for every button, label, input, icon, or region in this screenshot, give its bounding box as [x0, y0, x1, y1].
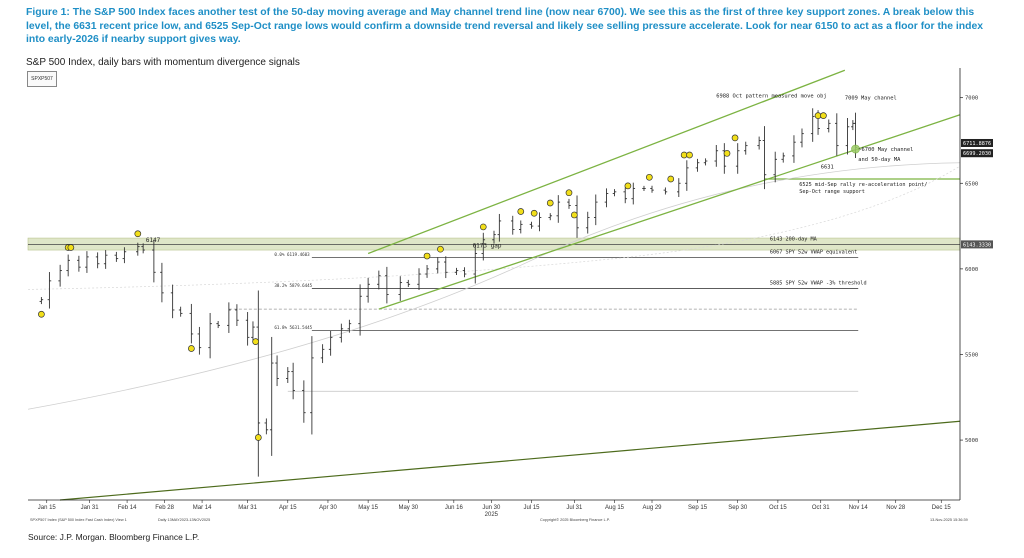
level-tag-5885: 38.2% 5879.6445 [274, 283, 312, 288]
momentum-signal-dot [645, 173, 653, 181]
chart-subtitle: S&P 500 Index, daily bars with momentum … [26, 57, 300, 68]
x-tick-label: Jul 31 [566, 505, 583, 511]
level-tag-5640: 61.8% 5631.5445 [274, 325, 312, 330]
momentum-signal-dot [723, 149, 731, 157]
level-label-5885: 5885 SPY 52w VWAP -3% threshold [770, 281, 867, 287]
x-tick-label: May 15 [358, 505, 378, 511]
x-tick-label: Feb 14 [118, 505, 137, 511]
x-tick-label: Sep 30 [728, 505, 748, 511]
momentum-signal-dot [820, 112, 827, 120]
x-tick-label: Jan 15 [38, 505, 57, 511]
axis-tag-box [961, 240, 993, 249]
y-tick-label: 6000 [965, 267, 978, 273]
x-tick-label: Oct 15 [769, 505, 787, 511]
annotation-6: 6147 [146, 237, 161, 244]
bbg-footer-right: 13-Nov-2025 15:36:39 [930, 518, 968, 522]
momentum-signal-dot [731, 134, 739, 142]
momentum-signal-dot [67, 244, 75, 251]
axis-tag-label: 6699.2030 [963, 151, 991, 157]
annotation-0: 6988 Oct pattern measured move obj [716, 94, 826, 100]
long-term-trend-line [59, 420, 961, 501]
figure-caption: Figure 1: The S&P 500 Index faces anothe… [26, 7, 984, 46]
x-tick-label: Mar 31 [238, 505, 257, 511]
bbg-footer-center: Copyright© 2025 Bloomberg Finance L.P. [540, 518, 610, 522]
momentum-signal-dot [530, 209, 538, 217]
y-tick-label: 7000 [965, 96, 978, 102]
ohlc-bars-layer [39, 108, 858, 477]
momentum-signal-dot [254, 434, 262, 441]
x-tick-label: Jan 31 [81, 505, 100, 511]
momentum-signal-dot [570, 211, 578, 219]
momentum-signal-dot [686, 151, 693, 159]
x-tick-label: Nov 14 [849, 505, 869, 511]
x-tick-label: Apr 15 [279, 505, 297, 511]
x-tick-label: Sep 15 [688, 505, 708, 511]
source-note: Source: J.P. Morgan. Bloomberg Finance L… [28, 532, 200, 542]
momentum-signal-dot [38, 310, 45, 318]
momentum-signal-dot [479, 223, 487, 231]
x-tick-label: Dec 15 [932, 505, 952, 511]
y-tick-label: 5500 [965, 352, 978, 358]
x-tick-label: Jun 30 [482, 505, 501, 511]
momentum-signal-dot [134, 230, 142, 238]
level-label-6067: 6067 SPY 52w VWAP equivalent [770, 249, 857, 255]
x-tick-label: Aug 15 [605, 505, 625, 511]
momentum-signal-dot [188, 345, 195, 352]
x-tick-label: Apr 30 [319, 505, 337, 511]
momentum-signal-dot [423, 252, 431, 260]
x-tick-label: Feb 28 [155, 505, 174, 511]
level-label-6143: 6143 200-day MA [770, 236, 818, 242]
upper-channel-line [367, 69, 846, 255]
x-tick-label: Mar 14 [193, 505, 212, 511]
spx-chart: 0.0% 6119.4603 38.2% 5879.6445 61.8% 5631.… [27, 68, 993, 522]
momentum-signal-dot [546, 199, 554, 207]
axis-tag-label: 6711.8876 [963, 141, 991, 147]
momentum-signal-dot [252, 338, 259, 345]
ticker-box: SPXP507 [27, 71, 57, 87]
momentum-signals-layer [38, 112, 860, 441]
level-label-6525: 6525 mid-Sep rally re-acceleration point… [799, 182, 927, 188]
support-test-marker [851, 144, 860, 154]
momentum-signal-dot [437, 245, 444, 253]
y-tick-label: 5000 [965, 438, 978, 444]
x-tick-label: Oct 31 [812, 505, 830, 511]
axis-tag-box [961, 138, 993, 147]
axis-tag-box [961, 149, 993, 158]
annotations-layer: 6525 mid-Sep rally re-acceleration point… [146, 94, 928, 287]
x-tick-label: Jun 16 [445, 505, 464, 511]
annotation-2: ~6700 May channel [858, 147, 913, 153]
x-year-label: 2025 [485, 512, 499, 518]
axes-layer: 5000 5500 6000 6500 7000 Jan 15 Jan 31 Feb 14 Fe… [28, 68, 993, 522]
axis-tag-label: 6143.3330 [963, 242, 991, 248]
momentum-signal-dot [565, 189, 573, 197]
level-label2-6525: Sep-Oct range support [799, 189, 865, 195]
annotation-3: and 50-day MA [858, 157, 901, 163]
lower-channel-line [378, 114, 961, 310]
annotation-1: 7009 May channel [845, 95, 897, 101]
level-tag-6067: 0.0% 6119.4603 [274, 252, 310, 257]
annotation-5: 6173 gap [473, 242, 502, 249]
bbg-footer-left: SPXP507 Index (S&P 500 Index Fast Cash I… [30, 518, 127, 522]
momentum-signal-dot [624, 182, 632, 190]
x-tick-label: Aug 29 [642, 505, 662, 511]
x-tick-label: Nov 28 [886, 505, 906, 511]
momentum-signal-dot [667, 175, 675, 183]
horizontal-levels-layer: 0.0% 6119.4603 38.2% 5879.6445 61.8% 5631.… [28, 178, 960, 392]
bbg-footer-mid: Daily 13MAY2023-13NOV2025 [158, 518, 210, 522]
moving-average-line [27, 162, 961, 410]
y-tick-label: 6500 [965, 181, 978, 187]
x-tick-label: May 30 [398, 505, 418, 511]
x-tick-label: Jul 15 [523, 505, 540, 511]
annotation-4: 6631 [821, 165, 834, 171]
moving-average-dotted-line [27, 165, 961, 290]
momentum-signal-dot [517, 208, 525, 215]
